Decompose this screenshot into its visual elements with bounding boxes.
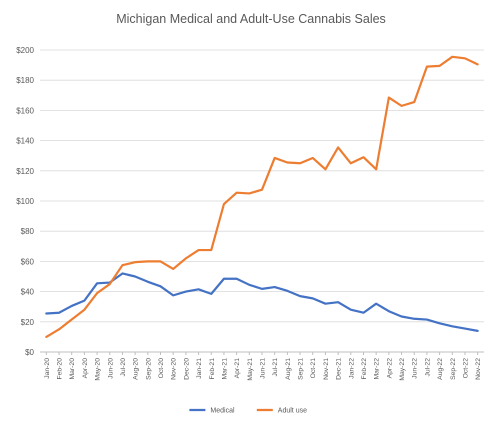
x-tick-label: Sep-21 [298, 358, 305, 380]
x-tick-label: Feb-21 [209, 358, 216, 380]
legend: Medical Adult use [189, 408, 307, 415]
x-tick-label: Apr-21 [234, 358, 241, 379]
chart-title: Michigan Medical and Adult-Use Cannabis … [116, 12, 386, 26]
x-tick-label: Aug-21 [285, 358, 292, 380]
x-tick-label: Jun-21 [260, 358, 267, 379]
y-tick-label: $0 [25, 348, 34, 357]
x-tick-label: Jan-20 [44, 358, 51, 379]
x-tick-label: Apr-20 [82, 358, 89, 379]
y-tick-label: $140 [16, 137, 34, 146]
series-line-adult-use [45, 55, 479, 338]
x-tick-label: Oct-21 [310, 358, 317, 379]
x-tick-label: Aug-20 [133, 358, 140, 380]
legend-label: Adult use [278, 408, 307, 415]
y-tick-label: $120 [16, 167, 34, 176]
y-tick-label: $60 [21, 257, 35, 266]
x-tick-label: Jan-21 [196, 358, 203, 379]
x-tick-label: Sep-20 [145, 358, 152, 380]
y-tick-label: $80 [21, 227, 35, 236]
x-tick-label: Sep-22 [450, 358, 457, 380]
x-tick-label: Jun-22 [412, 358, 419, 379]
x-tick-label: Jul-21 [272, 358, 279, 377]
x-tick-label: May-20 [95, 358, 102, 381]
legend-label: Medical [210, 408, 235, 415]
y-axis-ticks: $0 $20 $40 $60 $80 $100 $120 $140 $160 $180 $200 [16, 46, 34, 357]
x-tick-label: Aug-22 [437, 358, 444, 380]
x-tick-label: Mar-22 [374, 358, 381, 380]
x-tick-label: Oct-22 [462, 358, 469, 379]
x-tick-label: Dec-21 [336, 358, 343, 380]
x-tick-label: Jul-22 [424, 358, 431, 377]
x-tick-label: Nov-22 [475, 358, 482, 380]
x-tick-label: Nov-21 [323, 358, 330, 380]
x-tick-label: Jul-20 [120, 358, 127, 377]
x-tick-label: Feb-20 [57, 358, 64, 380]
series-line-medical [45, 272, 479, 332]
y-tick-label: $180 [16, 76, 34, 85]
x-tick-label: Feb-22 [361, 358, 368, 380]
x-tick-label: Jun-20 [107, 358, 114, 379]
x-tick-label: Apr-22 [386, 358, 393, 379]
gridlines [40, 49, 484, 353]
x-tick-label: May-22 [399, 358, 406, 381]
y-tick-label: $200 [16, 46, 34, 55]
y-tick-label: $160 [16, 106, 34, 115]
x-tick-label: Mar-20 [69, 358, 76, 380]
series-lines [45, 55, 479, 338]
x-tick-label: Dec-20 [183, 358, 190, 380]
x-axis-ticks: Jan-20 Feb-20 Mar-20 Apr-20 May-20 Jun-20 Jul-… [44, 352, 482, 381]
y-tick-label: $100 [16, 197, 34, 206]
x-tick-label: Oct-20 [158, 358, 165, 379]
x-tick-label: Jan-22 [348, 358, 355, 379]
x-tick-label: Nov-20 [171, 358, 178, 380]
x-tick-label: Mar-21 [221, 358, 228, 380]
y-tick-label: $20 [21, 318, 35, 327]
x-tick-label: May-21 [247, 358, 254, 381]
y-tick-label: $40 [21, 288, 35, 297]
